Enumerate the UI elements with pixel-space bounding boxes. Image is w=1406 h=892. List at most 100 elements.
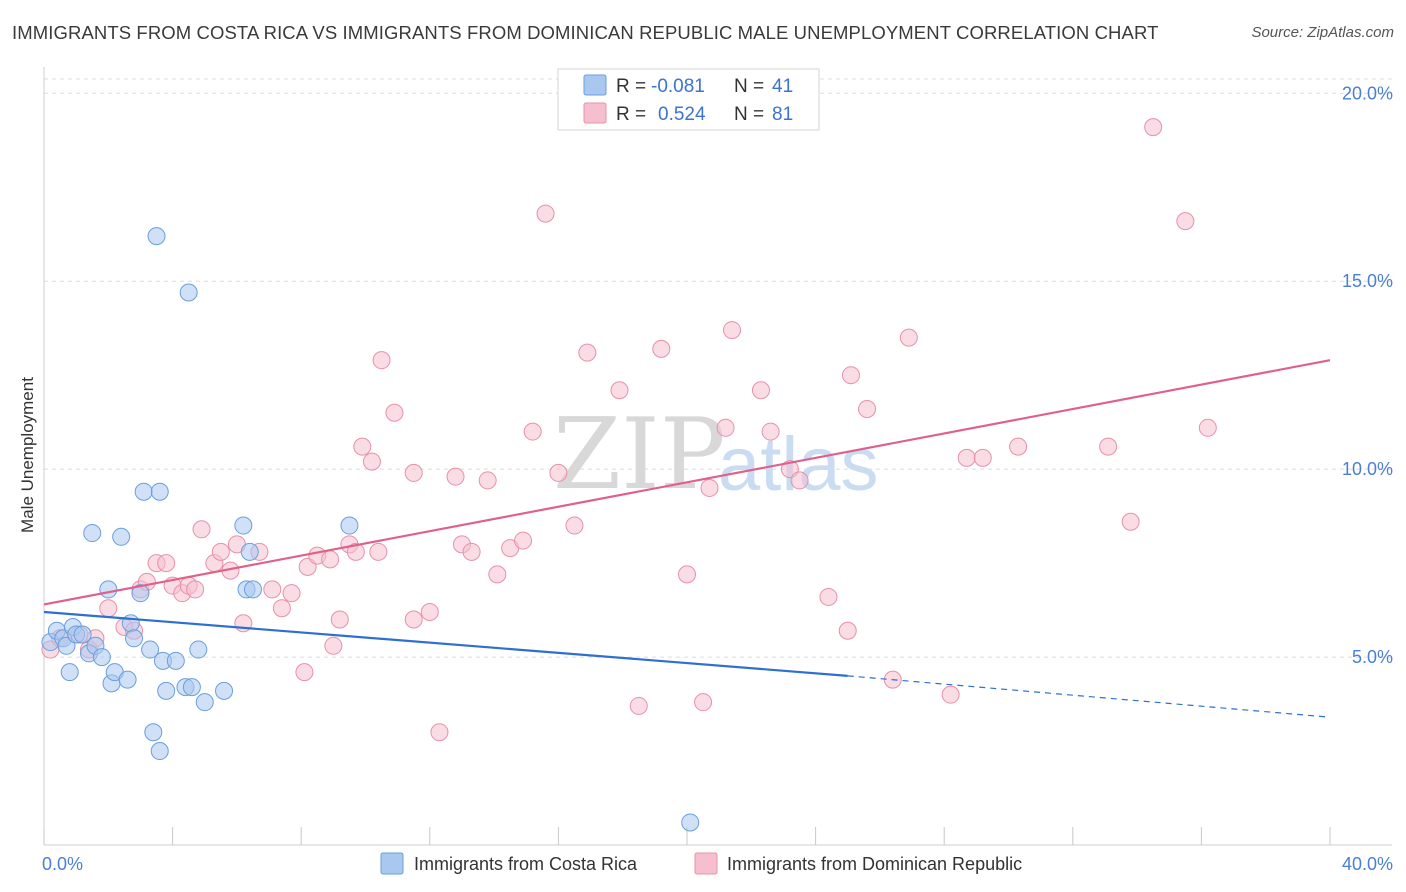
legend-swatch-costa-rica — [583, 74, 607, 96]
dominican-point — [1099, 437, 1118, 456]
dominican-point — [652, 339, 671, 358]
dominican-point — [549, 463, 568, 482]
axes: 5.0% 10.0% 15.0% 20.0% 0.0% 40.0% — [42, 67, 1393, 874]
dominican-point — [353, 437, 372, 456]
costa-rica-point — [195, 693, 214, 712]
costa-rica-point — [179, 283, 198, 302]
costa-rica-point — [112, 527, 131, 546]
dominican-point — [761, 422, 780, 441]
dominican-point — [324, 636, 343, 655]
dominican-point — [578, 343, 597, 362]
dominican-point — [362, 452, 381, 471]
dominican-point — [99, 599, 118, 618]
dominican-point — [716, 418, 735, 437]
costa-rica-point — [83, 524, 102, 543]
dominican-point — [841, 366, 860, 385]
dominican-point — [536, 204, 555, 223]
dominican-point — [372, 351, 391, 370]
costa-rica-point — [99, 580, 118, 599]
dominican-point — [694, 693, 713, 712]
watermark: ZIP atlas — [553, 398, 879, 512]
dominican-point — [858, 400, 877, 419]
dominican-point — [420, 602, 439, 621]
costa-rica-point — [118, 670, 137, 689]
legend-n-value: 41 — [772, 76, 793, 97]
dominican-point — [700, 478, 719, 497]
legend-r-label: R = — [616, 104, 646, 125]
grid — [44, 78, 1392, 658]
costa-rica-point — [92, 648, 111, 667]
dominican-point — [295, 663, 314, 682]
costa-rica-point — [131, 584, 150, 603]
dominican-point — [819, 587, 838, 606]
costa-rica-point — [141, 640, 160, 659]
dominican-point — [369, 542, 388, 561]
watermark-zip: ZIP — [553, 398, 726, 512]
legend-box: R = -0.081 N = 41 R = 0.524 N = 81 — [557, 68, 820, 131]
costa-rica-point — [681, 813, 700, 832]
y-tick-label: 15.0% — [1342, 271, 1393, 291]
dominican-point — [790, 471, 809, 490]
dominican-point — [272, 599, 291, 618]
dominican-point — [957, 448, 976, 467]
legend-r-value: -0.081 — [651, 76, 705, 97]
dominican-point — [629, 696, 648, 715]
legend-r-label: R = — [616, 76, 646, 97]
dominican-point — [192, 520, 211, 539]
dominican-point — [282, 584, 301, 603]
dominican-point — [157, 554, 176, 573]
legend-n-label: N = — [734, 76, 764, 97]
bottom-legend-label-costa-rica: Immigrants from Costa Rica — [414, 854, 638, 874]
dominican-point — [186, 580, 205, 599]
dominican-point — [462, 542, 481, 561]
costa-rica-point — [240, 542, 259, 561]
costa-rica-point — [234, 516, 253, 535]
dominican-point — [941, 685, 960, 704]
dominican-point — [404, 610, 423, 629]
bottom-legend-swatch-costa-rica — [380, 852, 404, 875]
dominican-point — [330, 610, 349, 629]
dominican-point — [446, 467, 465, 486]
dominican-point — [973, 448, 992, 467]
costa-rica-point — [60, 663, 79, 682]
dominican-point — [1121, 512, 1140, 531]
dominican-point — [321, 550, 340, 569]
bottom-legend-label-dominican: Immigrants from Dominican Republic — [727, 854, 1022, 874]
dominican-point — [1144, 118, 1163, 137]
costa-rica-point — [215, 681, 234, 700]
costa-rica-point — [189, 640, 208, 659]
y-tick-label: 10.0% — [1342, 459, 1393, 479]
costa-rica-point — [150, 482, 169, 501]
y-tick-label: 5.0% — [1352, 647, 1393, 667]
costa-rica-point — [144, 723, 163, 742]
dominican-trend-line — [43, 359, 1331, 606]
legend-n-value: 81 — [772, 104, 793, 125]
dominican-point — [723, 321, 742, 340]
dominican-point — [478, 471, 497, 490]
dominican-point — [899, 328, 918, 347]
dominican-point — [751, 381, 770, 400]
costa-rica-points — [41, 227, 700, 832]
costa-rica-point — [243, 580, 262, 599]
dominican-point — [1198, 418, 1217, 437]
watermark-atlas: atlas — [718, 422, 879, 507]
chart-title: IMMIGRANTS FROM COSTA RICA VS IMMIGRANTS… — [12, 22, 1159, 43]
costa-rica-point — [147, 227, 166, 246]
x-tick-label: 40.0% — [1342, 854, 1393, 874]
dominican-point — [488, 565, 507, 584]
dominican-point — [610, 381, 629, 400]
dominican-point — [1009, 437, 1028, 456]
dominican-point — [346, 542, 365, 561]
costa-rica-trend-line — [43, 610, 848, 677]
trend-lines — [43, 359, 1331, 718]
costa-rica-point — [125, 629, 144, 648]
y-tick-label: 20.0% — [1342, 83, 1393, 103]
dominican-point — [263, 580, 282, 599]
costa-rica-point — [182, 678, 201, 697]
bottom-legend-swatch-dominican — [694, 852, 718, 875]
dominican-point — [565, 516, 584, 535]
dominican-point — [523, 422, 542, 441]
dominican-point — [430, 723, 449, 742]
costa-rica-point — [340, 516, 359, 535]
